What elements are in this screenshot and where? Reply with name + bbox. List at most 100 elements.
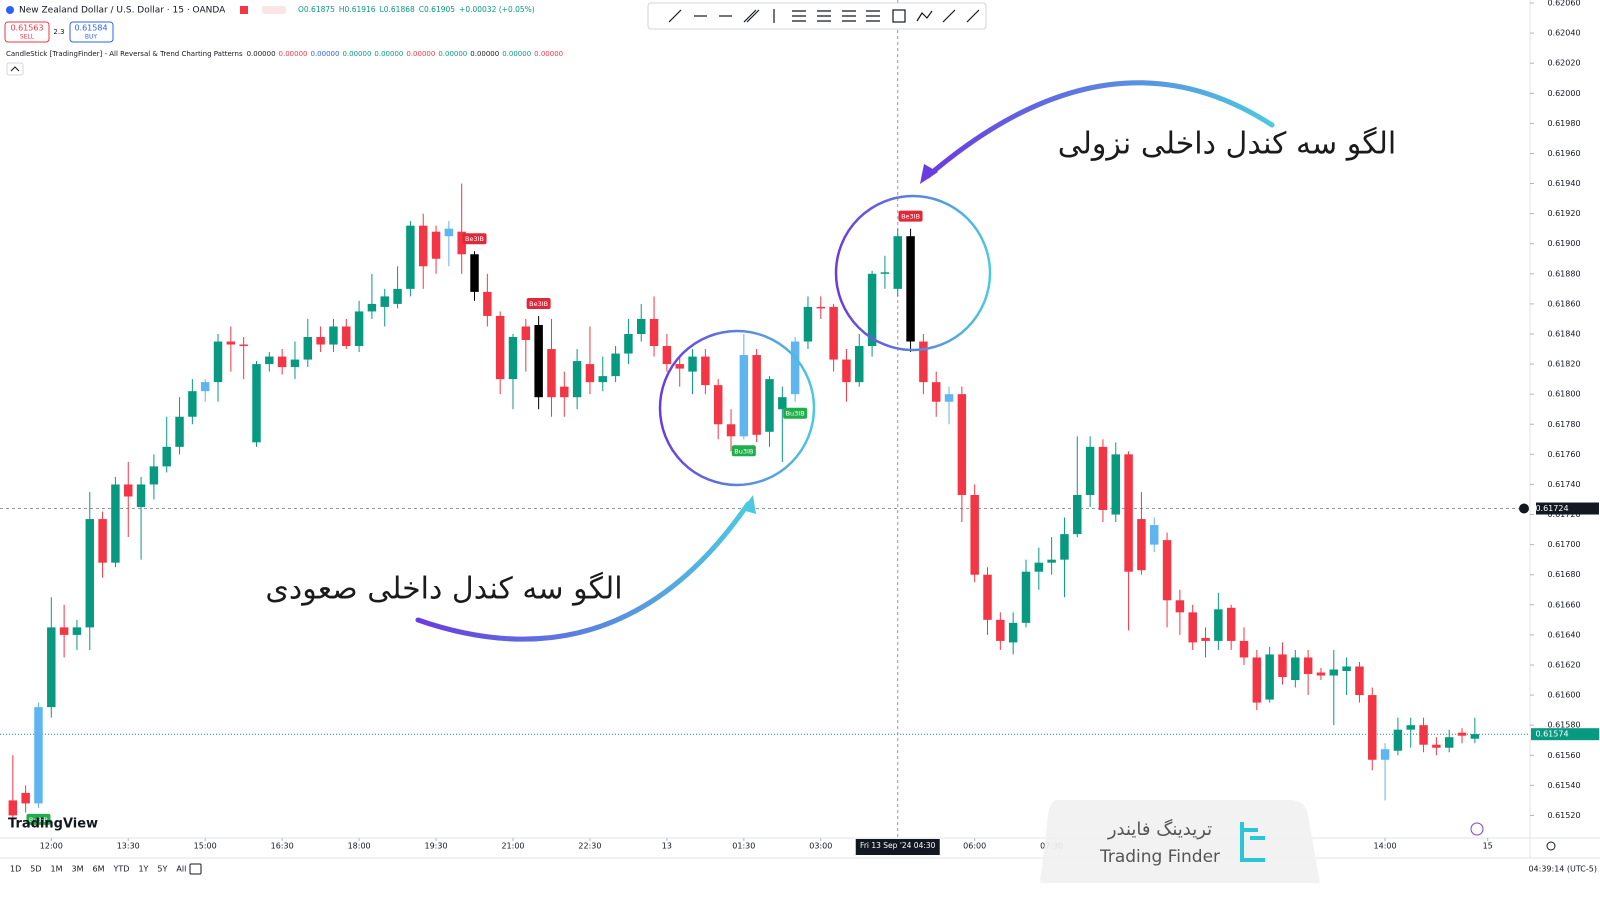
pattern-label: Bu3IB (29, 816, 48, 824)
indicator-value: 0.00000 (534, 50, 563, 58)
y-tick-label: 0.62040 (1547, 29, 1580, 38)
candle-body (1239, 640, 1249, 658)
ohlc-value: O0.61875 (298, 5, 335, 14)
candle-body (790, 341, 800, 395)
plot: Bu3IB Be3IB Be3IB Bu3IB Bu3IB Be3IB (0, 0, 1530, 838)
y-tick-label: 0.62000 (1547, 89, 1580, 98)
pattern-label-bg (462, 233, 487, 245)
candle-body (598, 376, 607, 383)
calendar-icon[interactable] (189, 863, 202, 875)
indicator-value: 0.00000 (438, 50, 467, 58)
candle-body (418, 225, 428, 267)
candle-body (1444, 737, 1454, 748)
ohlc-value: C0.61905 (419, 5, 455, 14)
candle-body (1137, 519, 1146, 571)
candle-body (59, 627, 69, 635)
candle-body (1355, 666, 1364, 696)
candle-body (342, 326, 351, 347)
axes: 0.61520 0.61540 0.61560 0.61580 0.61600 0.616… (40, 0, 1599, 855)
toolbar-icons[interactable] (668, 9, 980, 23)
indicator-value: 0.00000 (470, 50, 499, 58)
y-tick-label: 0.61900 (1547, 239, 1580, 248)
collapse-icon (10, 66, 20, 72)
sell-button[interactable] (4, 21, 50, 43)
y-tick-label: 0.61860 (1547, 299, 1580, 308)
candle-body (1188, 612, 1197, 643)
range-button[interactable]: 3M (72, 865, 84, 874)
range-button[interactable]: YTD (113, 865, 130, 874)
indicator-legend: CandleStick [TradingFinder] - All Revers… (6, 50, 563, 58)
candle-body (1150, 525, 1159, 545)
pattern-label-bg (783, 407, 808, 419)
ohlc-value: L0.61868 (380, 5, 415, 14)
range-button[interactable]: 1M (51, 865, 63, 874)
candle-body (213, 341, 223, 383)
y-tick-label: 0.61680 (1547, 570, 1580, 579)
candle-body (277, 356, 287, 368)
x-tick-label: 21:00 (501, 842, 524, 851)
candle-body (1201, 637, 1210, 641)
y-tick-label: 0.61520 (1547, 811, 1580, 820)
candle-body (1175, 600, 1185, 613)
status (262, 6, 286, 14)
spread: 2.3 (53, 28, 64, 36)
candle-body (675, 364, 684, 369)
candle-body (457, 231, 466, 255)
crosshair-price-bg (1536, 502, 1599, 515)
candle-body (880, 272, 890, 274)
candle-body (611, 353, 620, 377)
candle-body (970, 494, 979, 575)
candle-body (444, 228, 454, 237)
pattern-circle (658, 329, 816, 487)
x-tick-label: 13:30 (117, 842, 140, 851)
range-button[interactable]: All (176, 865, 186, 874)
candle-body (393, 288, 402, 304)
watermark-en: Trading Finder (1099, 847, 1220, 867)
lightning-icon[interactable] (1470, 822, 1484, 836)
candle-body (124, 484, 133, 497)
buy-button[interactable] (69, 21, 114, 43)
range-button[interactable]: 5Y (157, 865, 167, 874)
watermark-logo (1240, 822, 1265, 862)
y-tick-label: 0.61720 (1547, 510, 1580, 519)
x-tick-label: 15 (1483, 842, 1493, 851)
x-tick-label: 16:30 (271, 842, 294, 851)
candle-body (1252, 657, 1262, 703)
candle-body (8, 800, 18, 816)
y-tick-label: 0.61880 (1547, 269, 1580, 278)
symbol-icon (6, 6, 14, 14)
y-tick-label: 0.61820 (1547, 360, 1580, 369)
candle-body (406, 225, 415, 289)
candle-body (1214, 609, 1223, 641)
candle-body (483, 291, 492, 316)
arrow-head (920, 164, 938, 184)
candle-body (1162, 540, 1172, 601)
settings-icon[interactable] (1546, 841, 1556, 851)
crosshair-time-bg (855, 839, 940, 855)
candle-body (560, 386, 569, 398)
collapse-button[interactable] (6, 62, 24, 76)
range-button[interactable]: 6M (93, 865, 105, 874)
arrow (925, 80, 1275, 179)
y-tick-label: 0.61780 (1547, 420, 1580, 429)
range-button[interactable]: 1D (10, 865, 21, 874)
y-tick-label: 0.61920 (1547, 209, 1580, 218)
candle-body (893, 236, 902, 289)
sell-price: 0.61563 (10, 24, 43, 33)
last-price-label: 0.61574 (1535, 730, 1568, 739)
candle-body (919, 341, 928, 383)
candle-body (944, 394, 954, 402)
watermark-panel (1040, 800, 1320, 883)
range-button[interactable]: 1Y (138, 865, 148, 874)
pattern-label-bg (731, 445, 756, 457)
candle-body (662, 346, 672, 365)
range-button[interactable]: 5D (30, 865, 41, 874)
candle-body (98, 519, 107, 563)
candle-body (508, 337, 518, 380)
candle-body (1368, 695, 1377, 760)
candle-body (649, 318, 659, 347)
candle-body (957, 394, 967, 495)
candle-body (1111, 454, 1120, 515)
candle-body (175, 416, 184, 447)
last-price-bg (1531, 728, 1599, 741)
